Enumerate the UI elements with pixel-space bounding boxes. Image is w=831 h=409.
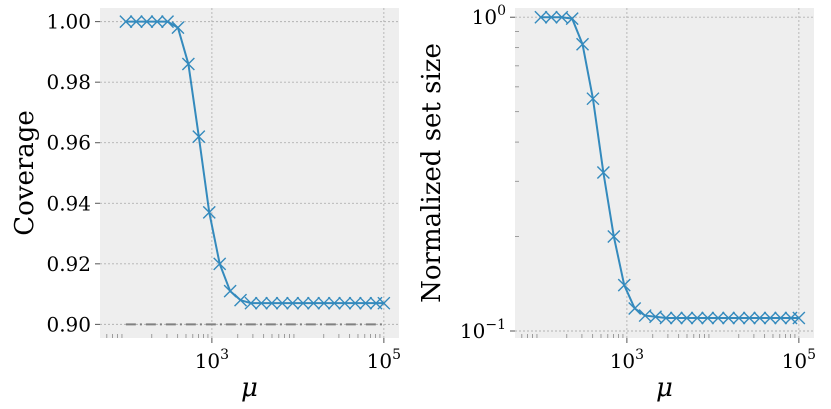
data-point bbox=[150, 15, 164, 29]
data-point bbox=[265, 296, 279, 310]
data-point bbox=[544, 10, 558, 24]
data-point bbox=[348, 296, 362, 310]
y-tick-label: 10−1 bbox=[460, 317, 506, 343]
data-point bbox=[792, 311, 806, 325]
data-point bbox=[722, 311, 735, 325]
data-point bbox=[628, 301, 642, 315]
data-point bbox=[223, 284, 237, 298]
data-point bbox=[244, 296, 258, 310]
data-point bbox=[659, 311, 673, 325]
data-point bbox=[596, 166, 610, 179]
data-point bbox=[202, 205, 216, 219]
data-point bbox=[296, 296, 310, 310]
data-point bbox=[774, 311, 788, 325]
set-size-chart: 10−1 100 103 105 μ Normalized set size bbox=[417, 3, 816, 403]
data-point bbox=[555, 10, 569, 24]
data-point bbox=[607, 230, 621, 244]
data-point bbox=[181, 57, 195, 71]
y-tick-label: 100 bbox=[472, 3, 506, 29]
data-point bbox=[286, 296, 300, 310]
data-point bbox=[763, 311, 777, 325]
data-point bbox=[129, 15, 143, 29]
x-axis-label: μ bbox=[241, 373, 258, 403]
coverage-chart: 0.90 0.92 0.94 0.96 0.98 1.00 103 105 μ Coverage bbox=[10, 8, 401, 403]
data-point bbox=[327, 296, 341, 310]
y-axis-label: Coverage bbox=[10, 110, 40, 236]
data-point bbox=[576, 37, 590, 51]
data-point bbox=[140, 15, 154, 29]
y-tick-label: 0.92 bbox=[46, 252, 91, 276]
data-point bbox=[307, 296, 320, 310]
data-point bbox=[317, 296, 331, 310]
data-point bbox=[649, 310, 663, 324]
data-point bbox=[753, 311, 767, 325]
data-point bbox=[701, 311, 715, 325]
y-tick-label: 0.94 bbox=[46, 191, 91, 215]
y-axis-label: Normalized set size bbox=[417, 43, 447, 303]
series-line bbox=[540, 16, 799, 320]
data-point bbox=[638, 309, 652, 323]
data-point bbox=[711, 311, 725, 325]
plot-background bbox=[515, 8, 814, 338]
data-point bbox=[377, 296, 391, 310]
data-point bbox=[617, 278, 631, 292]
data-point bbox=[119, 15, 133, 29]
x-tick-label: 103 bbox=[195, 347, 229, 373]
data-point bbox=[161, 15, 175, 29]
data-point bbox=[690, 311, 704, 325]
data-point bbox=[171, 21, 185, 35]
y-tick-label: 1.00 bbox=[46, 10, 91, 34]
x-tick-label: 103 bbox=[610, 347, 644, 373]
data-point bbox=[213, 257, 227, 271]
y-tick-label: 0.98 bbox=[46, 70, 91, 94]
data-point bbox=[669, 311, 683, 325]
plot-background bbox=[100, 8, 399, 338]
x-tick-label: 105 bbox=[782, 347, 816, 373]
data-point bbox=[192, 130, 206, 144]
data-point bbox=[586, 92, 600, 106]
data-point bbox=[680, 311, 694, 325]
data-point bbox=[732, 311, 746, 325]
data-point bbox=[338, 296, 352, 310]
data-point bbox=[534, 10, 548, 24]
data-point bbox=[275, 296, 289, 310]
data-point bbox=[234, 293, 248, 307]
x-tick-label: 105 bbox=[367, 347, 401, 373]
data-point bbox=[359, 296, 373, 310]
data-point bbox=[254, 296, 268, 310]
data-point bbox=[565, 12, 579, 26]
y-tick-label: 0.90 bbox=[46, 312, 91, 336]
data-point bbox=[742, 311, 756, 325]
y-tick-label: 0.96 bbox=[46, 131, 91, 155]
x-axis-label: μ bbox=[656, 373, 673, 403]
